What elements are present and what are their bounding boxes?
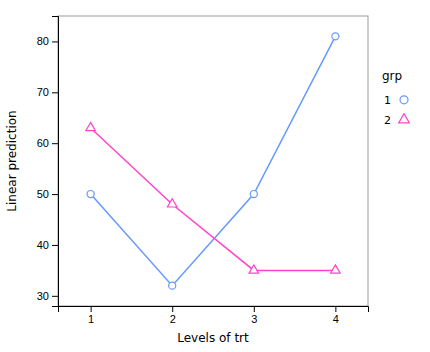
legend-item: 1 [384,94,408,107]
tick-label: 60 [37,137,49,149]
tick: 60 [37,137,58,149]
tick-mark [52,143,58,144]
tick-mark [335,306,336,312]
series-line [91,36,336,285]
point [332,33,339,40]
x-axis-title: Levels of trt [177,331,249,345]
point [86,122,96,130]
tick-mark [52,194,58,195]
point [250,191,257,198]
point [331,265,341,273]
legend-label: 2 [384,114,391,127]
tick: 80 [37,35,58,47]
point [87,191,94,198]
axis-line [52,17,59,307]
legend-label: 1 [384,94,391,107]
tick: 70 [37,86,58,98]
y-axis-title: Linear prediction [5,110,19,211]
tick: 4 [333,306,339,325]
tick-label: 3 [251,313,257,325]
legend: grp 1 2 [382,69,409,127]
tick-label: 4 [333,313,339,325]
tick-mark [172,306,173,312]
tick-mark [52,296,58,297]
tick-mark [52,41,58,42]
tick: 3 [251,306,257,325]
tick-label: 1 [88,313,94,325]
legend-symbol [399,114,410,123]
y-axis: 30 40 50 60 70 80 [37,17,59,307]
axis-line [59,307,369,313]
x-axis: 1 2 3 4 [59,306,369,325]
tick: 40 [37,239,58,251]
tick: 50 [37,188,58,200]
chart: 1 2 3 4 30 40 50 60 70 80 Levels of trt Linear pred… [0,0,430,352]
legend-symbol [400,96,408,104]
marks [86,33,340,289]
tick-mark [254,306,255,312]
tick-label: 80 [37,35,49,47]
point [167,199,177,207]
tick-mark [91,306,92,312]
legend-item: 2 [384,114,409,127]
tick-label: 30 [37,290,49,302]
tick: 1 [88,306,94,325]
tick-mark [52,92,58,93]
tick-label: 70 [37,86,49,98]
tick-label: 40 [37,239,49,251]
tick-label: 50 [37,188,49,200]
series-line [91,128,336,270]
point [249,265,259,273]
plot: 1 2 3 4 30 40 50 60 70 80 [37,16,369,325]
tick: 2 [170,306,176,325]
point [169,282,176,289]
tick-label: 2 [170,313,176,325]
plot-frame [58,16,368,306]
legend-title: grp [382,69,402,83]
tick: 30 [37,290,58,302]
tick-mark [52,245,58,246]
